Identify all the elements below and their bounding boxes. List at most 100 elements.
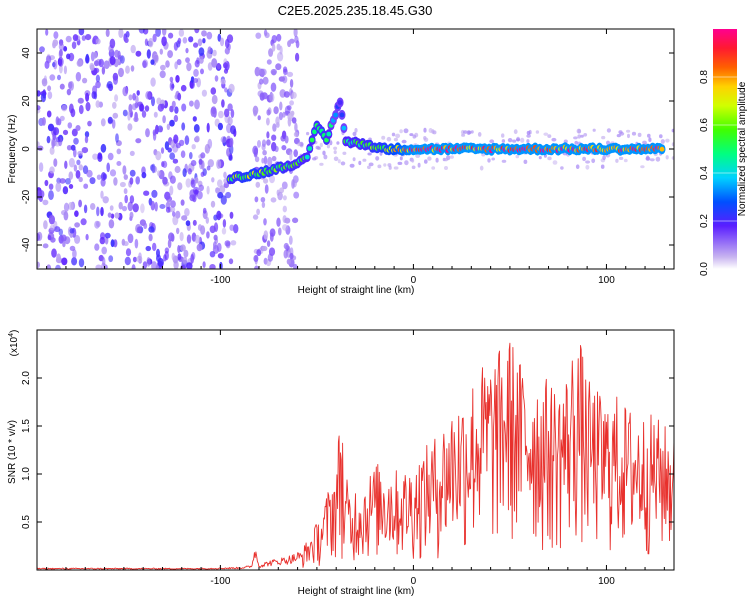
noise-cell bbox=[213, 234, 218, 241]
noise-cell bbox=[63, 211, 69, 221]
noise-cell bbox=[105, 29, 110, 37]
noise-cell bbox=[74, 210, 79, 217]
noise-cell bbox=[254, 265, 259, 269]
noise-cell bbox=[132, 203, 139, 213]
band-cell bbox=[479, 165, 484, 171]
noise-cell bbox=[90, 203, 96, 210]
noise-cell bbox=[170, 200, 176, 208]
noise-cell bbox=[127, 123, 133, 131]
noise-cell bbox=[229, 211, 234, 219]
noise-cell bbox=[133, 116, 139, 123]
noise-cell bbox=[55, 136, 61, 143]
noise-cell bbox=[220, 195, 227, 205]
noise-cell bbox=[266, 59, 272, 65]
noise-cell bbox=[162, 29, 167, 36]
signal-cell bbox=[312, 129, 317, 135]
noise-cell bbox=[261, 245, 268, 252]
noise-cell bbox=[110, 239, 115, 248]
noise-cell bbox=[95, 100, 101, 108]
spectrogram-y-axis: -40 -20 0 20 40 bbox=[21, 47, 674, 252]
noise-cell bbox=[86, 169, 93, 178]
noise-cell bbox=[214, 75, 219, 82]
band-cell bbox=[655, 156, 661, 162]
band-cell bbox=[411, 158, 415, 163]
noise-cell bbox=[278, 76, 286, 82]
noise-cell bbox=[294, 35, 299, 44]
noise-cell bbox=[73, 164, 78, 172]
noise-cell bbox=[179, 244, 186, 252]
noise-cell bbox=[114, 212, 120, 219]
noise-cell bbox=[135, 176, 140, 185]
band-cell bbox=[315, 145, 320, 150]
noise-cell bbox=[263, 230, 269, 240]
noise-cell bbox=[159, 48, 163, 55]
noise-cell bbox=[281, 145, 287, 151]
noise-cell bbox=[217, 253, 224, 259]
noise-cell bbox=[259, 78, 264, 85]
noise-cell bbox=[286, 258, 291, 265]
band-cell bbox=[399, 156, 403, 161]
band-cell bbox=[404, 160, 409, 166]
noise-cell bbox=[196, 243, 203, 252]
noise-cell bbox=[122, 86, 128, 97]
noise-cell bbox=[229, 224, 235, 231]
band-cell bbox=[507, 138, 513, 143]
noise-cell bbox=[70, 108, 76, 118]
noise-cell bbox=[177, 182, 183, 191]
noise-cell bbox=[172, 211, 176, 217]
noise-cell bbox=[85, 55, 90, 64]
band-cell bbox=[580, 134, 584, 138]
noise-cell bbox=[159, 204, 166, 209]
band-cell bbox=[552, 160, 558, 165]
band-cell bbox=[403, 128, 409, 134]
band-cell bbox=[551, 137, 557, 142]
noise-cell bbox=[125, 65, 130, 74]
noise-cell bbox=[224, 47, 230, 55]
noise-cell bbox=[92, 52, 98, 59]
noise-cell bbox=[198, 184, 204, 192]
signal-cell bbox=[337, 100, 343, 105]
band-cell bbox=[671, 142, 674, 147]
noise-cell bbox=[136, 226, 142, 234]
noise-cell bbox=[271, 134, 277, 141]
noise-cell bbox=[51, 139, 55, 149]
noise-cell bbox=[62, 186, 69, 195]
band-cell bbox=[409, 133, 414, 137]
noise-cell bbox=[257, 115, 261, 121]
noise-cell bbox=[92, 153, 98, 160]
noise-cell bbox=[66, 53, 71, 60]
noise-cell bbox=[266, 131, 270, 139]
noise-cell bbox=[113, 177, 118, 186]
noise-cell bbox=[191, 144, 196, 150]
noise-cell bbox=[202, 207, 207, 214]
noise-cell bbox=[207, 159, 214, 168]
noise-cell bbox=[37, 145, 44, 151]
y-tick-label: 0.5 bbox=[21, 515, 32, 529]
noise-cell bbox=[160, 64, 166, 71]
band-cell bbox=[538, 156, 542, 160]
noise-cell bbox=[200, 225, 206, 235]
noise-cell bbox=[187, 168, 192, 175]
noise-cell bbox=[206, 231, 210, 239]
noise-cell bbox=[256, 208, 260, 215]
noise-cell bbox=[220, 136, 227, 143]
noise-cell bbox=[295, 52, 300, 62]
noise-cell bbox=[55, 264, 61, 269]
spectrogram-y-label: Frequency (Hz) bbox=[7, 115, 18, 184]
noise-cell bbox=[146, 49, 151, 59]
noise-cell bbox=[135, 50, 142, 57]
noise-cell bbox=[78, 104, 84, 115]
noise-cell bbox=[85, 101, 91, 112]
band-cell bbox=[489, 139, 495, 144]
noise-cell bbox=[270, 197, 277, 203]
noise-cell bbox=[146, 257, 151, 267]
noise-cell bbox=[172, 158, 179, 164]
noise-cell bbox=[282, 111, 286, 118]
noise-cell bbox=[134, 238, 139, 249]
noise-cell bbox=[108, 219, 115, 229]
noise-cell bbox=[59, 49, 63, 57]
noise-cell bbox=[37, 261, 40, 268]
noise-cell bbox=[287, 40, 292, 48]
noise-cell bbox=[207, 138, 213, 149]
noise-cell bbox=[278, 227, 282, 236]
